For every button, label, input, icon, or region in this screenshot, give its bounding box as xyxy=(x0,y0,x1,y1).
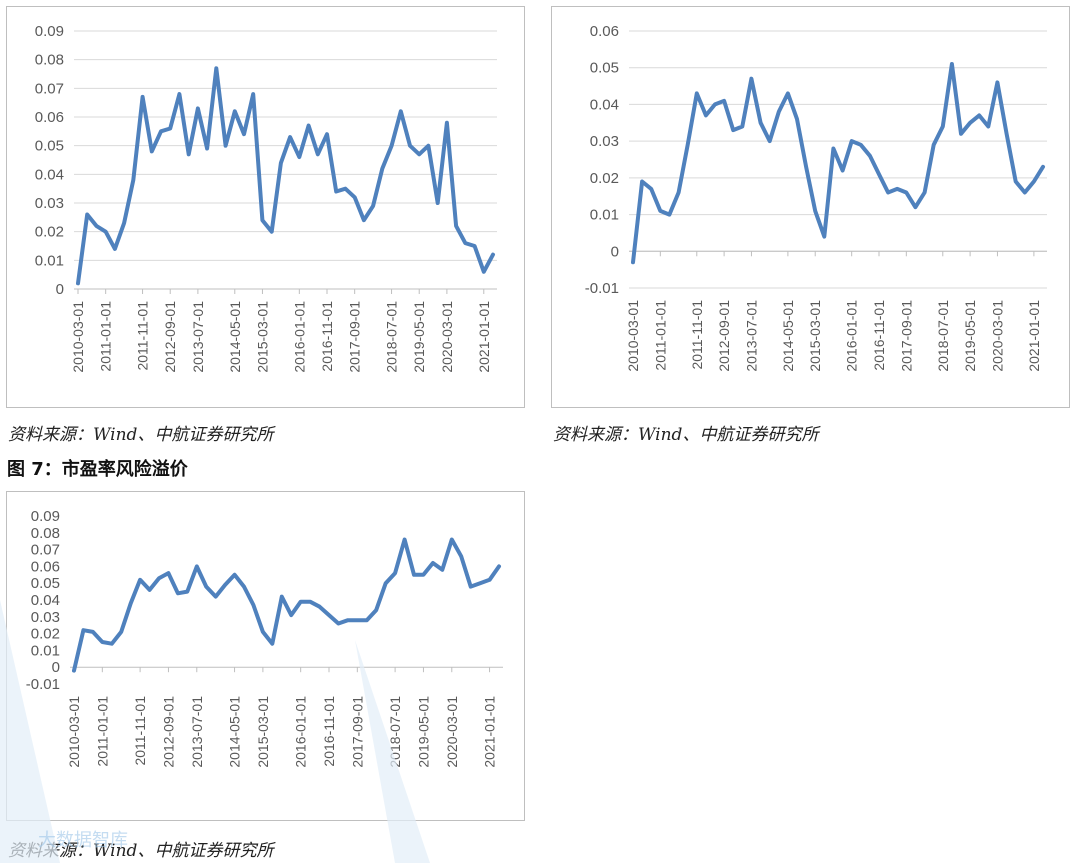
y-tick-label: 0.02 xyxy=(35,224,64,241)
chart-panel-3: 0.09 0.08 0.07 0.06 0.05 0.04 0.03 0.02 0.01 0 -0.… xyxy=(6,491,525,821)
y-tick-label: 0.07 xyxy=(35,80,64,97)
x-tick-label: 2012-09-01 xyxy=(162,301,178,373)
x-tick-label: 2014-05-01 xyxy=(780,300,796,372)
x-tick-label: 2016-11-01 xyxy=(319,301,335,372)
chart-panel-1: 0.09 0.08 0.07 0.06 0.05 0.04 0.03 0.02 0.01 0 201… xyxy=(6,6,525,408)
x-tick-label: 2020-03-01 xyxy=(444,696,460,768)
x-tick-label: 2019-05-01 xyxy=(415,696,431,768)
y-tick-label: 0.07 xyxy=(31,542,60,559)
chart-2: 0.06 0.05 0.04 0.03 0.02 0.01 0 -0.01 2010-03-01… xyxy=(585,23,1047,372)
y-tick-label: 0.03 xyxy=(35,195,64,212)
y-tick-label: 0.04 xyxy=(35,166,64,183)
x-tick-label: 2013-07-01 xyxy=(190,301,206,373)
x-tick-label: 2016-01-01 xyxy=(844,300,860,372)
x-tick-label: 2021-01-01 xyxy=(476,301,492,373)
y-tick-label: 0.06 xyxy=(35,109,64,126)
x-tick-label: 2016-11-01 xyxy=(321,696,337,767)
x-tick-label: 2017-09-01 xyxy=(349,696,365,768)
y-tick-label: 0 xyxy=(52,659,60,676)
x-tick-label: 2014-05-01 xyxy=(227,696,243,768)
y-tick-label: 0.05 xyxy=(35,138,64,155)
x-tick-label: 2012-09-01 xyxy=(716,300,732,372)
y-tick-label: -0.01 xyxy=(585,280,619,297)
x-tick-label: 2011-11-01 xyxy=(689,300,705,370)
x-tick-label: 2014-05-01 xyxy=(227,301,243,373)
x-tick-label: 2018-07-01 xyxy=(387,696,403,768)
x-tick-label: 2010-03-01 xyxy=(70,301,86,373)
x-tick-label: 2016-11-01 xyxy=(871,300,887,371)
x-tick-label: 2017-09-01 xyxy=(898,300,914,372)
x-tick-label: 2011-01-01 xyxy=(652,300,668,371)
x-tick-label: 2015-03-01 xyxy=(255,696,271,768)
x-tick-label: 2013-07-01 xyxy=(189,696,205,768)
y-tick-label: 0.06 xyxy=(31,558,60,575)
y-tick-label: -0.01 xyxy=(26,676,60,693)
x-tick-label: 2011-11-01 xyxy=(132,696,148,766)
y-tick-label: 0.06 xyxy=(590,23,619,40)
y-tick-label: 0.08 xyxy=(35,52,64,69)
y-tick-label: 0.05 xyxy=(31,575,60,592)
x-tick-label: 2018-07-01 xyxy=(935,300,951,372)
figure-7-title: 图 7：市盈率风险溢价 xyxy=(7,459,188,480)
x-tick-label: 2021-01-01 xyxy=(482,696,498,768)
x-tick-label: 2015-03-01 xyxy=(807,300,823,372)
y-tick-label: 0.01 xyxy=(31,642,60,659)
x-tick-label: 2017-09-01 xyxy=(347,301,363,373)
x-tick-label: 2013-07-01 xyxy=(743,300,759,372)
x-tick-label: 2016-01-01 xyxy=(291,301,307,373)
x-tick-label: 2012-09-01 xyxy=(160,696,176,768)
x-tick-label: 2020-03-01 xyxy=(989,300,1005,372)
y-tick-label: 0.01 xyxy=(35,252,64,269)
x-tick-label: 2011-11-01 xyxy=(135,301,151,371)
x-tick-label: 2011-01-01 xyxy=(98,301,114,372)
y-tick-label: 0.08 xyxy=(31,525,60,542)
x-tick-label: 2020-03-01 xyxy=(439,301,455,373)
y-tick-label: 0.04 xyxy=(590,96,619,113)
chart-panel-2: 0.06 0.05 0.04 0.03 0.02 0.01 0 -0.01 2010-03-01… xyxy=(551,6,1070,408)
x-tick-label: 2016-01-01 xyxy=(293,696,309,768)
x-tick-label: 2010-03-01 xyxy=(625,300,641,372)
y-tick-label: 0.09 xyxy=(35,23,64,40)
x-tick-label: 2015-03-01 xyxy=(254,301,270,373)
x-tick-label: 2010-03-01 xyxy=(66,696,82,768)
y-tick-label: 0.09 xyxy=(31,508,60,525)
y-tick-label: 0.02 xyxy=(31,626,60,643)
x-tick-label: 2021-01-01 xyxy=(1026,300,1042,372)
series-line xyxy=(72,537,501,673)
chart-1-source: 资料来源：Wind、中航证券研究所 xyxy=(8,425,274,445)
y-tick-label: 0.01 xyxy=(590,207,619,224)
x-tick-label: 2018-07-01 xyxy=(384,301,400,373)
y-tick-label: 0 xyxy=(56,281,64,298)
y-tick-label: 0.02 xyxy=(590,170,619,187)
y-tick-label: 0.05 xyxy=(590,60,619,77)
y-tick-label: 0.03 xyxy=(590,133,619,150)
x-tick-label: 2011-01-01 xyxy=(94,696,110,767)
y-tick-label: 0.03 xyxy=(31,609,60,626)
chart-3: 0.090.080.070.060.050.040.030.020.010-0.… xyxy=(26,508,503,768)
chart-3-source: 资料来源：Wind、中航证券研究所 xyxy=(8,841,274,861)
series-line xyxy=(631,62,1045,265)
chart-2-source: 资料来源：Wind、中航证券研究所 xyxy=(553,425,819,445)
x-tick-label: 2019-05-01 xyxy=(411,301,427,373)
x-tick-label: 2019-05-01 xyxy=(962,300,978,372)
series-line xyxy=(76,66,495,286)
chart-1: 0.09 0.08 0.07 0.06 0.05 0.04 0.03 0.02 0.01 0 201… xyxy=(35,23,497,373)
y-tick-label: 0 xyxy=(611,243,619,260)
y-tick-label: 0.04 xyxy=(31,592,60,609)
